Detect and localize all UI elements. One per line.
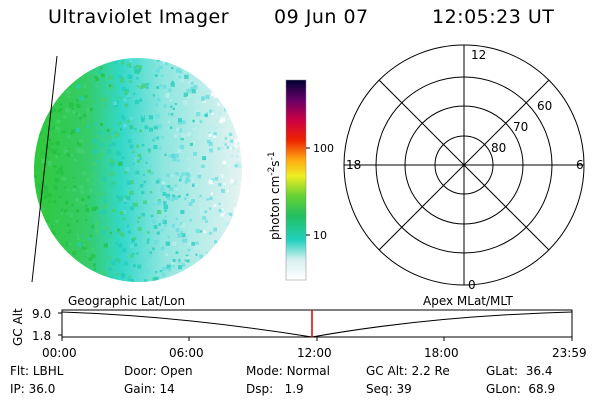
timeline-y-tick-1.8: 1.8	[32, 329, 51, 343]
colorbar-unit-label: photon cm-2s-1	[267, 151, 282, 240]
timeline-x-tick-2359: 23:59	[552, 346, 587, 360]
altitude-timeline	[58, 309, 573, 341]
info-mode: Mode: Normal	[246, 364, 330, 378]
lat-label-60: 60	[537, 99, 552, 113]
info-gc-alt: GC Alt: 2.2 Re	[366, 364, 450, 378]
timeline-y-tick-9: 9.0	[32, 307, 51, 321]
info-glon: GLon: 68.9	[486, 382, 556, 396]
timeline-y-axis-label: GC Alt	[11, 308, 25, 346]
info-seq: Seq: 39	[366, 382, 412, 396]
polar-grid	[343, 44, 585, 286]
timeline-x-tick-1800: 18:00	[424, 346, 459, 360]
uv-earth-image	[34, 58, 242, 282]
lat-label-70: 70	[513, 120, 528, 134]
time-label: 12:05:23 UT	[432, 6, 555, 28]
info-gain: Gain: 14	[124, 382, 175, 396]
colorbar-tick-100: 100	[313, 142, 334, 155]
color-scale-bar	[285, 79, 307, 281]
timeline-x-tick-1200: 12:00	[297, 346, 332, 360]
timeline-left-title: Geographic Lat/Lon	[68, 294, 185, 308]
app-title: Ultraviolet Imager	[48, 6, 230, 28]
timeline-x-tick-0000: 00:00	[42, 346, 77, 360]
info-flt: Flt: LBHL	[10, 364, 64, 378]
info-glat: GLat: 36.4	[486, 364, 553, 378]
info-door: Door: Open	[124, 364, 193, 378]
mlt-label-0: 0	[468, 278, 476, 292]
lat-label-80: 80	[491, 141, 506, 155]
mlt-label-6: 6	[576, 158, 584, 172]
mlt-label-18: 18	[346, 158, 361, 172]
info-ip: IP: 36.0	[10, 382, 56, 396]
timeline-right-title: Apex MLat/MLT	[423, 294, 513, 308]
colorbar-tick-10: 10	[313, 229, 327, 242]
timeline-x-tick-0600: 06:00	[169, 346, 204, 360]
terminator-line	[31, 55, 58, 283]
info-dsp: Dsp: 1.9	[246, 382, 304, 396]
mlt-label-12: 12	[471, 48, 486, 62]
date-label: 09 Jun 07	[274, 6, 369, 28]
